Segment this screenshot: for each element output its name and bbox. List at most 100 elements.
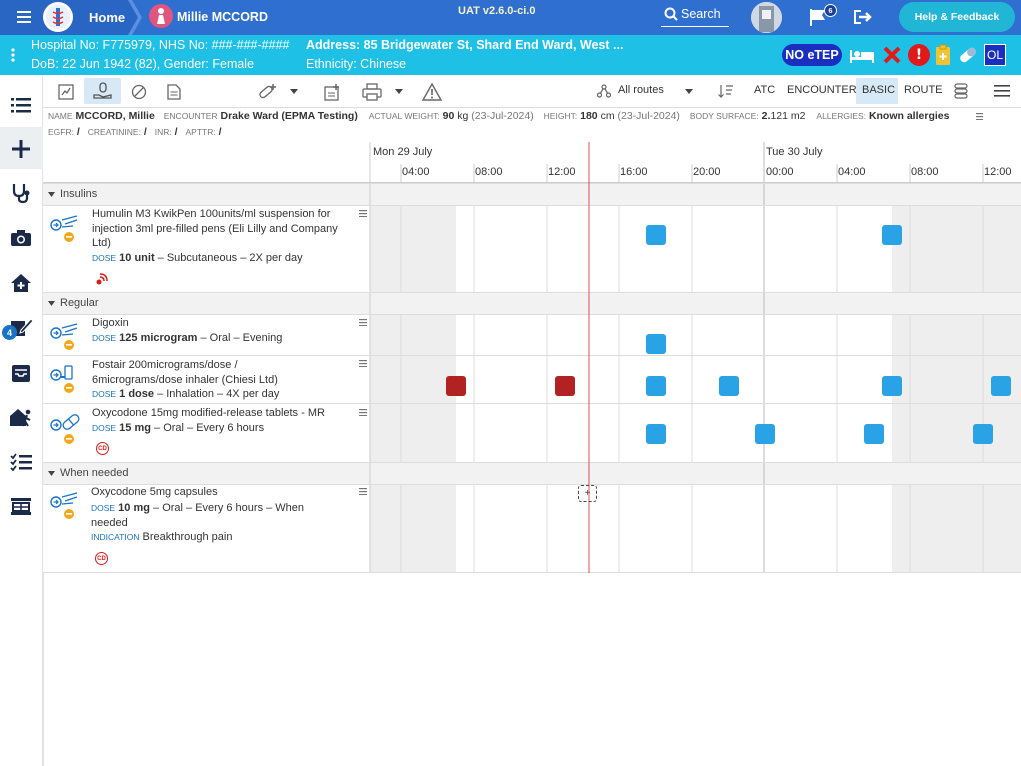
- camera-icon[interactable]: [9, 227, 33, 249]
- scheduled-dose-marker[interactable]: [646, 225, 666, 245]
- atc-button[interactable]: ATC: [754, 84, 776, 96]
- scheduled-dose-marker[interactable]: [864, 424, 884, 444]
- top-bar: Home Millie MCCORD UAT v2.6.0-ci.0 Searc…: [0, 0, 1021, 35]
- menu-icon[interactable]: [992, 82, 1012, 100]
- help-feedback-button[interactable]: Help & Feedback: [899, 2, 1015, 32]
- bed-icon[interactable]: [847, 44, 877, 66]
- no-etep-badge[interactable]: NO eTEP: [782, 44, 842, 66]
- print-icon[interactable]: [360, 81, 384, 103]
- night-shading: [892, 205, 1021, 292]
- dose-rest: – Inhalation – 4X per day: [157, 388, 280, 400]
- name-label: NAME: [48, 111, 73, 121]
- hamburger-menu-icon[interactable]: [14, 8, 34, 26]
- drug-name-digoxin[interactable]: Digoxin: [92, 317, 129, 329]
- allergies-value[interactable]: Known allergies: [868, 110, 950, 122]
- collapse-when-needed-icon[interactable]: [47, 469, 55, 477]
- list-icon[interactable]: [9, 94, 33, 116]
- apttr-value: /: [218, 126, 222, 138]
- drug-name-line: Fostair 200micrograms/dose /: [92, 359, 238, 371]
- drug-name-oxycodone-mr[interactable]: Oxycodone 15mg modified-release tablets …: [92, 407, 325, 419]
- drug-name-oxycodone-caps[interactable]: Oxycodone 5mg capsules: [91, 486, 218, 498]
- reference-icon[interactable]: [321, 81, 343, 103]
- cd-label: CD: [97, 555, 106, 562]
- more-vertical-icon[interactable]: [6, 45, 20, 65]
- chart-view-icon[interactable]: [56, 82, 76, 102]
- missed-dose-marker[interactable]: [446, 376, 466, 396]
- close-x-icon[interactable]: [881, 44, 903, 66]
- height-value: 180: [580, 110, 598, 122]
- drug-name-fostair[interactable]: Fostair 200micrograms/dose / 6micrograms…: [92, 358, 278, 387]
- routes-select[interactable]: All routes: [618, 84, 664, 96]
- no-pill-icon[interactable]: [129, 82, 149, 102]
- info-row-2: EGFR: / CREATININE: / INR: / APTTR: /: [48, 126, 222, 138]
- search-icon[interactable]: [663, 6, 679, 22]
- flag-count-badge: 6: [824, 4, 837, 17]
- row-menu-icon[interactable]: [358, 317, 368, 327]
- search-button[interactable]: Search: [681, 7, 721, 21]
- scheduled-dose-marker[interactable]: [882, 225, 902, 245]
- dose-oxycodone-caps: DOSE 10 mg – Oral – Every 6 hours – When…: [91, 501, 304, 531]
- ol-badge[interactable]: OL: [984, 44, 1006, 66]
- row-menu-icon[interactable]: [358, 486, 368, 496]
- creatinine-label: CREATININE:: [87, 127, 141, 137]
- allergies-menu-icon[interactable]: [975, 112, 983, 120]
- group-icon[interactable]: [951, 81, 971, 101]
- sort-icon[interactable]: [716, 82, 736, 100]
- patient-name-header[interactable]: Millie MCCORD: [177, 10, 268, 24]
- patient-ethnicity: Ethnicity: Chinese: [306, 57, 407, 71]
- home-link[interactable]: Home: [89, 10, 126, 25]
- weight-value: 90: [442, 110, 455, 122]
- section-regular[interactable]: Regular: [60, 297, 99, 309]
- alert-icon[interactable]: !: [908, 44, 930, 66]
- section-when-needed[interactable]: When needed: [60, 467, 129, 479]
- stethoscope-icon[interactable]: [9, 181, 33, 205]
- routes-dropdown-icon[interactable]: [683, 85, 695, 97]
- drug-name-humulin[interactable]: Humulin M3 KwikPen 100units/ml suspensio…: [92, 208, 338, 249]
- row-menu-icon[interactable]: [358, 407, 368, 417]
- scheduled-dose-marker[interactable]: [991, 376, 1011, 396]
- inbox-icon[interactable]: [9, 361, 33, 385]
- section-band: [43, 183, 1021, 205]
- discharge-icon[interactable]: [9, 405, 33, 429]
- missed-dose-marker[interactable]: [555, 376, 575, 396]
- home-care-icon[interactable]: [9, 271, 33, 295]
- print-dropdown-icon[interactable]: [393, 85, 405, 97]
- scheduled-dose-marker[interactable]: [755, 424, 775, 444]
- scheduled-dose-marker[interactable]: [646, 334, 666, 354]
- chart-grid: [43, 142, 1021, 573]
- dose-rest-2: needed: [91, 517, 128, 529]
- flag-icon[interactable]: [807, 6, 829, 28]
- hour-label: 08:00: [911, 166, 939, 178]
- row-menu-icon[interactable]: [358, 208, 368, 218]
- encounter-value: Drake Ward (EPMA Testing): [220, 110, 358, 122]
- section-insulins[interactable]: Insulins: [60, 188, 98, 200]
- hour-label: 12:00: [548, 166, 576, 178]
- user-avatar[interactable]: [751, 2, 782, 33]
- row-menu-icon[interactable]: [358, 358, 368, 368]
- collapse-insulins-icon[interactable]: [47, 190, 55, 198]
- collapse-regular-icon[interactable]: [47, 299, 55, 307]
- document-icon[interactable]: [164, 82, 184, 102]
- clipboard-icon[interactable]: [934, 43, 952, 67]
- night-shading: [370, 205, 456, 292]
- logout-icon[interactable]: [852, 7, 874, 27]
- ward-icon[interactable]: [9, 495, 33, 517]
- scheduled-dose-marker[interactable]: [973, 424, 993, 444]
- hour-label: 08:00: [475, 166, 503, 178]
- scheduled-dose-marker[interactable]: [882, 376, 902, 396]
- checklist-icon[interactable]: [9, 451, 33, 473]
- hand-pill-icon[interactable]: [92, 81, 114, 101]
- encounter-button[interactable]: ENCOUNTER: [787, 84, 857, 96]
- add-prn-dose-button[interactable]: +: [578, 485, 597, 502]
- warning-icon[interactable]: [421, 81, 443, 103]
- add-icon[interactable]: [9, 137, 33, 161]
- basic-button[interactable]: BASIC: [862, 84, 896, 96]
- scheduled-dose-marker[interactable]: [646, 376, 666, 396]
- scheduled-dose-marker[interactable]: [646, 424, 666, 444]
- scheduled-dose-marker[interactable]: [719, 376, 739, 396]
- add-medication-icon[interactable]: [256, 81, 280, 101]
- route-button[interactable]: ROUTE: [904, 84, 943, 96]
- pill-icon[interactable]: [956, 44, 980, 66]
- dose-label: DOSE: [92, 253, 117, 263]
- add-med-dropdown-icon[interactable]: [288, 85, 300, 97]
